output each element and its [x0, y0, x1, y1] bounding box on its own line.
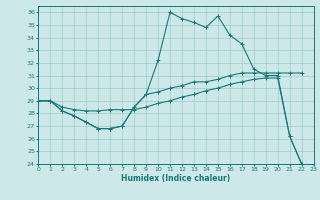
X-axis label: Humidex (Indice chaleur): Humidex (Indice chaleur)	[121, 174, 231, 183]
